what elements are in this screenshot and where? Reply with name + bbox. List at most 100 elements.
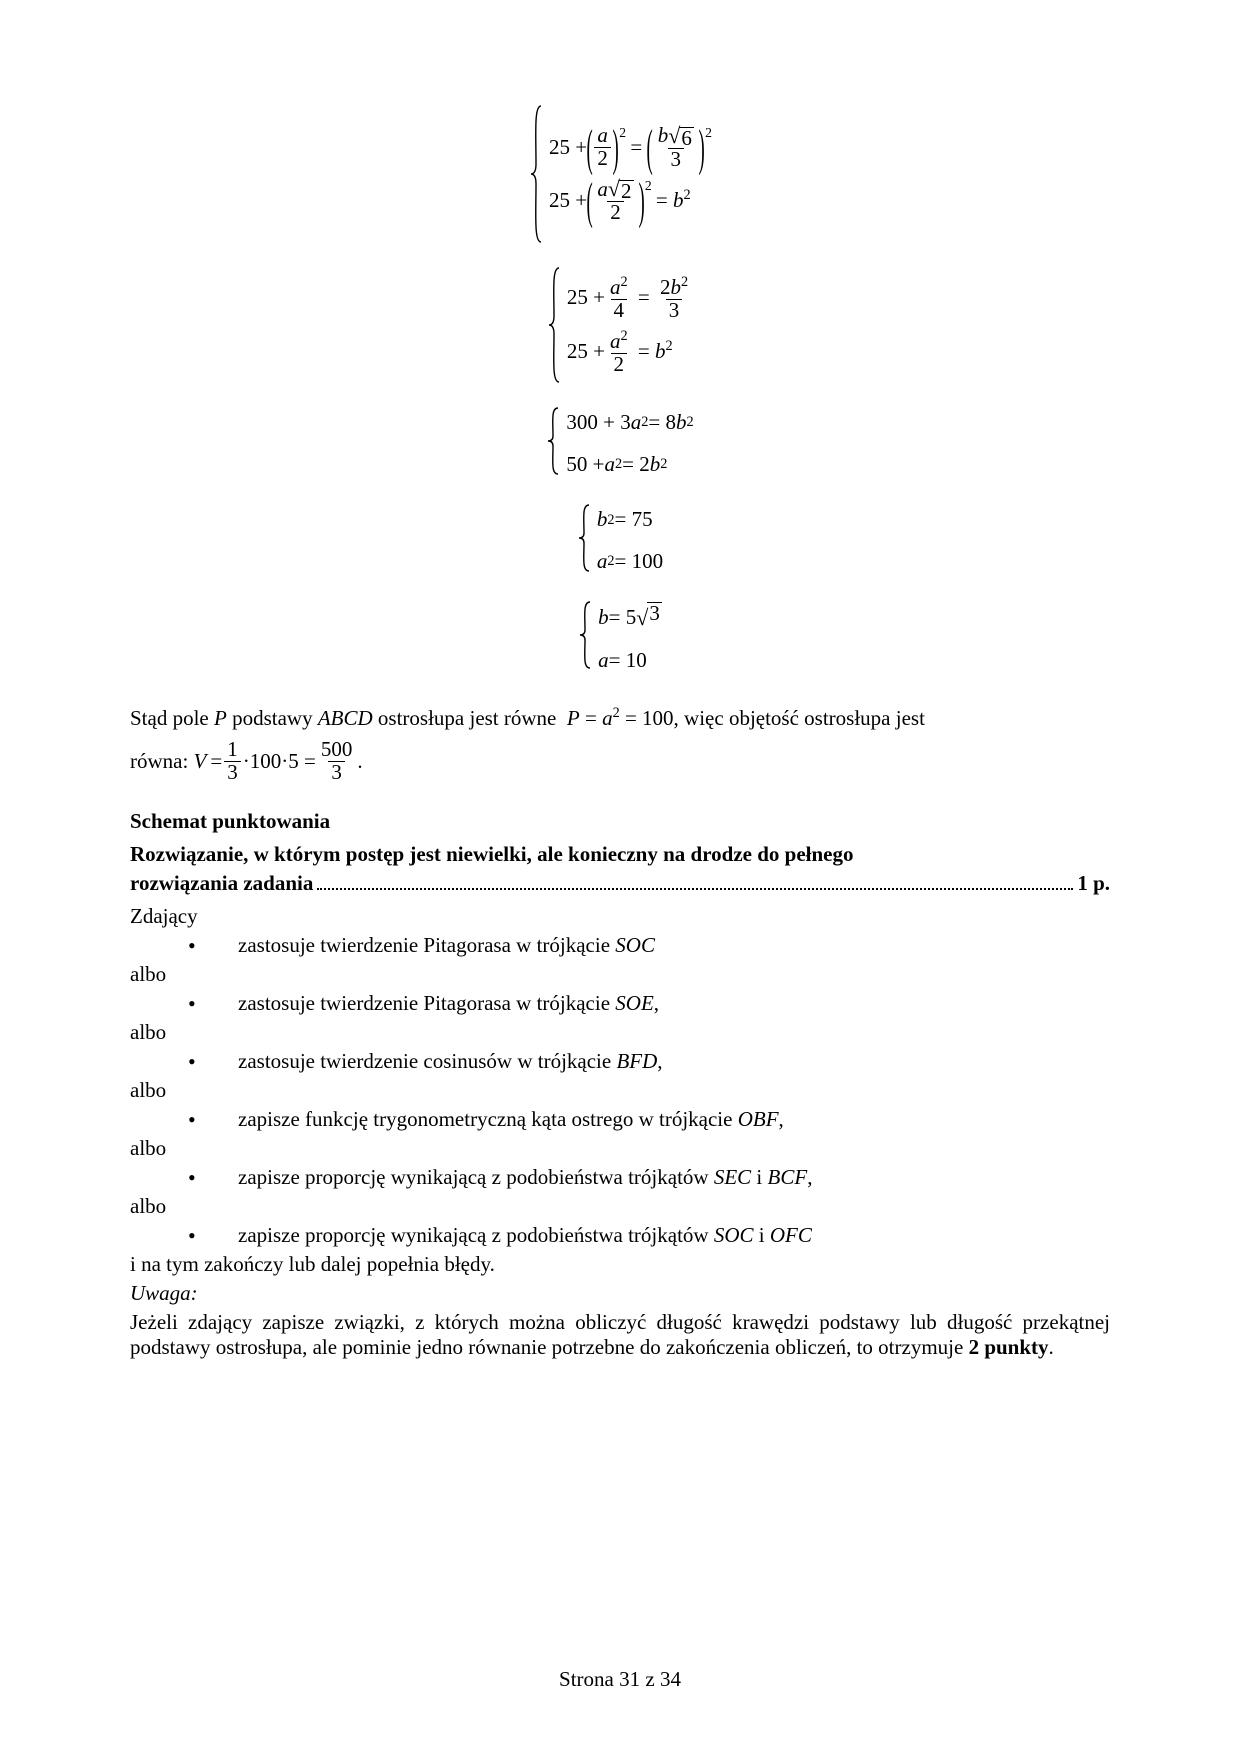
bullet-item: zapisze proporcję wynikającą z podobieńs… [188,1223,1110,1248]
text: , [657,1049,662,1073]
text: zapisze proporcję wynikającą z podobieńs… [238,1165,714,1189]
num: b√6 [655,125,697,147]
eq-s1-row1: 25 + ( a2 )2 = ( b√6 3 )2 [549,125,711,170]
brace-icon [546,406,560,481]
eq-s5-row2: a = 10 [598,644,662,678]
em: OBF [738,1107,779,1131]
uwaga-text: Jeżeli zdający zapisze związki, z któryc… [130,1310,1110,1360]
albo: albo [130,1020,1110,1045]
text: 25 + [567,335,605,369]
text: ·100·5 = [243,749,316,774]
brace-icon [529,104,543,244]
text: , [807,1165,812,1189]
leader-dots [317,874,1073,891]
den: 4 [611,299,628,321]
text: . [1049,1335,1054,1359]
text: podstawy [227,706,318,730]
eq-s4-row1: b2 = 75 [597,503,663,537]
text: , [779,1107,784,1131]
exp: 2 [684,187,691,203]
system-3: 300 + 3a2 = 8b2 50 + a2 = 2b2 [546,406,693,481]
em: BFD [616,1049,657,1073]
text: . [357,749,362,774]
den: 3 [328,761,345,783]
eq-s1-row2: 25 + ( a√2 2 )2 = b2 [549,178,711,223]
eq-s5-row1: b = 5√3 [598,600,662,635]
system-5: b = 5√3 a = 10 [578,600,662,677]
page-footer: Strona 31 z 34 [0,1667,1240,1692]
text: ostrosłupa jest równe [373,706,562,730]
text: zastosuje twierdzenie Pitagorasa w trójk… [238,933,615,957]
text: 25 + [549,184,587,218]
text: , [654,991,659,1015]
eq-s3-row1: 300 + 3a2 = 8b2 [566,406,693,440]
system-1: 25 + ( a2 )2 = ( b√6 3 )2 25 + ( [529,104,711,244]
var-P: P [214,706,227,730]
text: , więc objętość ostrosłupa jest [674,706,925,730]
criterion-points: 1 p. [1077,871,1110,896]
den: 2 [594,147,611,169]
brace-icon [577,503,591,578]
brace-icon [578,600,592,677]
num: 2b2 [657,275,691,298]
em: SOC [714,1223,754,1247]
exp: 2 [619,122,626,144]
text: i [754,1223,770,1247]
num: a√2 [594,178,636,200]
albo: albo [130,962,1110,987]
text: 25 + [549,131,587,165]
den: 3 [666,299,683,321]
text: 25 + [567,281,605,315]
em: SEC [714,1165,751,1189]
num: a2 [607,329,631,352]
eq-s3-row2: 50 + a2 = 2b2 [566,448,693,482]
eq-s4-row2: a2 = 100 [597,545,663,579]
den: 3 [668,148,685,170]
heading-schemat: Schemat punktowania [130,809,1110,834]
bullet-item: zapisze proporcję wynikającą z podobieńs… [188,1165,1110,1190]
num: 500 [318,739,356,760]
eq-s2-row1: 25 + a24 = 2b23 [567,275,693,321]
bullet-item: zastosuje twierdzenie Pitagorasa w trójk… [188,991,1110,1016]
em: OFC [770,1223,812,1247]
text: zapisze proporcję wynikającą z podobieńs… [238,1223,714,1247]
text: zastosuje twierdzenie cosinusów w trójką… [238,1049,616,1073]
bullet-item: zastosuje twierdzenie Pitagorasa w trójk… [188,933,1110,958]
para-volume: równa: V= 13 ·100·5 = 5003 . [130,739,363,783]
em: SOE [615,991,654,1015]
albo: albo [130,1078,1110,1103]
bullet-item: zapisze funkcję trygonometryczną kąta os… [188,1107,1110,1132]
text: Stąd pole [130,706,214,730]
exp: 2 [645,175,652,197]
bullet-section: zastosuje twierdzenie Pitagorasa w trójk… [130,933,1110,1248]
num: 1 [224,739,241,760]
text: i [751,1165,767,1189]
text: Jeżeli zdający zapisze związki, z któryc… [130,1310,1110,1359]
num: a2 [607,275,631,298]
eq-s2-row2: 25 + a22 = b2 [567,329,693,375]
system-2: 25 + a24 = 2b23 25 + a22 = b2 [547,266,693,384]
albo: albo [130,1194,1110,1219]
rhs: b [673,188,684,212]
den: 2 [607,201,624,223]
zdajacy: Zdający [130,904,1110,929]
var-ABCD: ABCD [318,706,373,730]
text: zapisze funkcję trygonometryczną kąta os… [238,1107,738,1131]
den: 3 [224,761,241,783]
num: a [594,125,611,146]
criterion-row: Rozwiązanie, w którym postęp jest niewie… [130,842,1110,896]
criterion-label: Rozwiązanie, w którym postęp jest niewie… [130,842,854,866]
bullet-item: zastosuje twierdzenie cosinusów w trójką… [188,1049,1110,1074]
albo: albo [130,1136,1110,1161]
em: SOC [615,933,655,957]
closing: i na tym zakończy lub dalej popełnia błę… [130,1252,1110,1277]
uwaga-label: Uwaga: [130,1281,1110,1306]
em: BCF [768,1165,808,1189]
text: równa: [130,749,188,774]
equation-block: 25 + ( a2 )2 = ( b√6 3 )2 25 + ( [130,100,1110,695]
system-4: b2 = 75 a2 = 100 [577,503,663,578]
exp: 2 [705,122,712,144]
den: 2 [611,353,628,375]
criterion-label-2: rozwiązania zadania [130,871,313,896]
para-pole: Stąd pole P podstawy ABCD ostrosłupa jes… [130,705,1110,731]
